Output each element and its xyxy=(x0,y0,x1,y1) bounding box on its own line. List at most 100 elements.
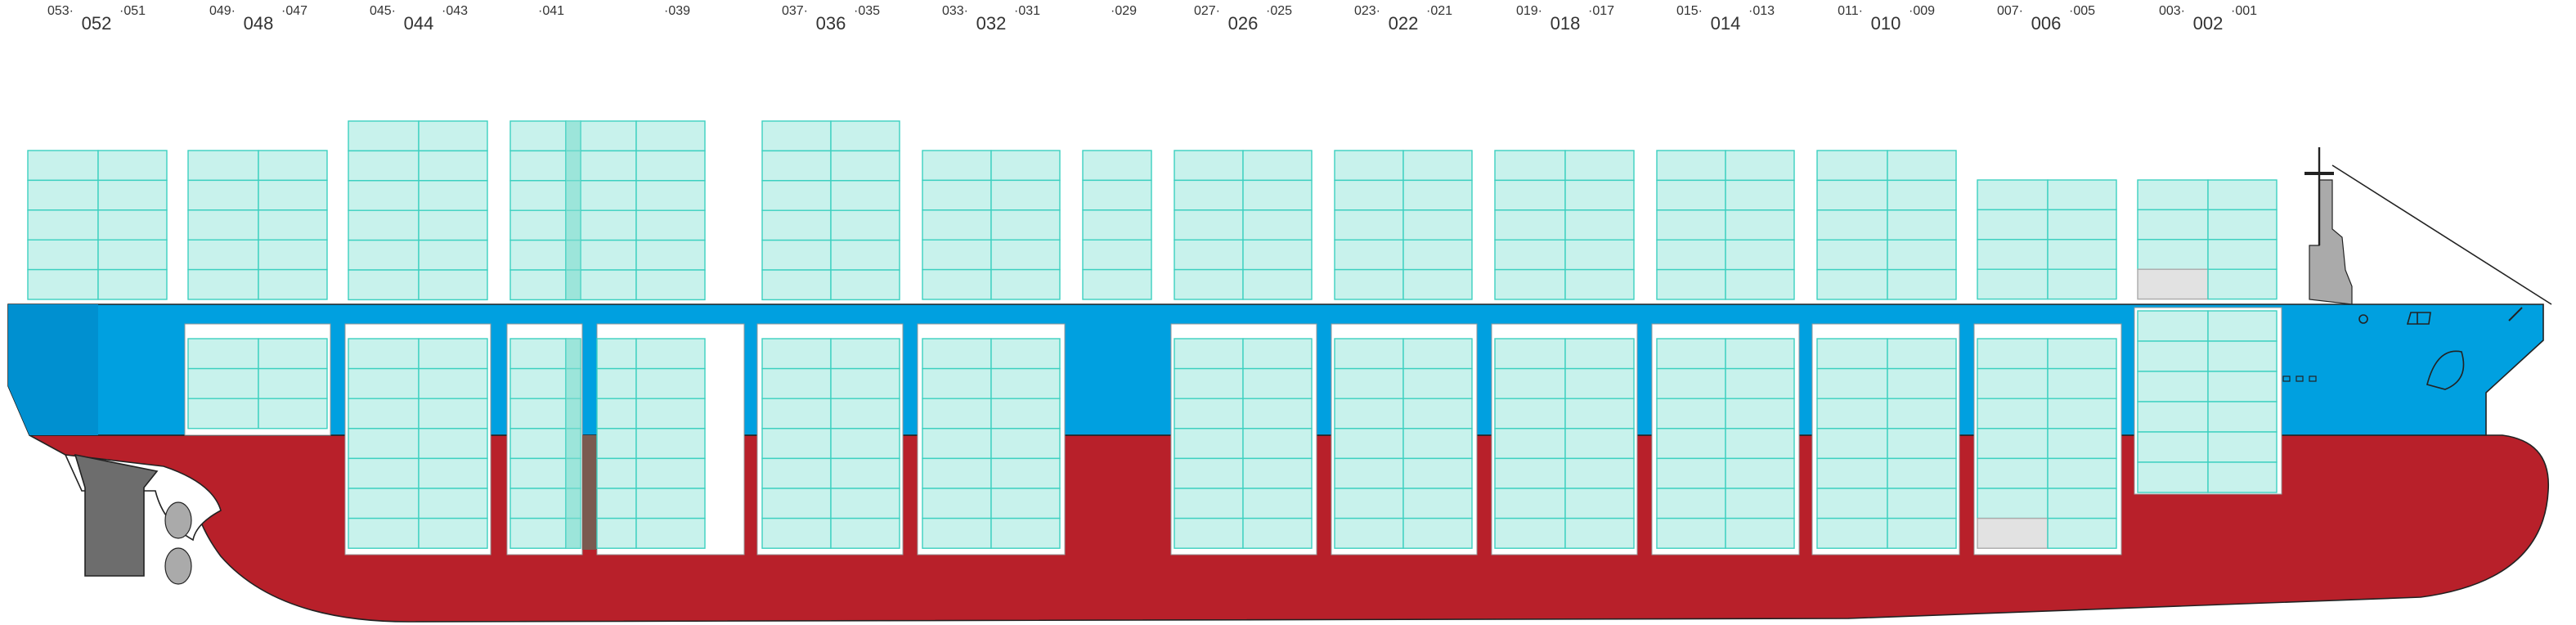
container xyxy=(258,179,328,211)
container xyxy=(761,517,832,549)
container xyxy=(1887,239,1957,271)
container xyxy=(990,239,1061,271)
bay-label: 036 xyxy=(816,13,846,34)
container xyxy=(1242,367,1313,399)
container xyxy=(1564,517,1635,549)
container xyxy=(1564,398,1635,429)
bay-label: 006 xyxy=(2031,13,2062,34)
container xyxy=(635,517,706,549)
container xyxy=(1242,338,1313,370)
container xyxy=(187,367,259,399)
container xyxy=(1082,179,1152,211)
container xyxy=(1402,367,1473,399)
container xyxy=(509,367,567,399)
container xyxy=(1656,517,1726,549)
bay-label-left: 045· xyxy=(370,4,396,18)
bay-label: 010 xyxy=(1871,13,1901,34)
bay-label-right: ·035 xyxy=(854,4,880,18)
container xyxy=(1977,398,2049,429)
container xyxy=(1174,268,1244,300)
container xyxy=(1174,239,1244,271)
container xyxy=(2207,401,2278,433)
container xyxy=(1725,517,1795,549)
container xyxy=(1816,367,1888,399)
container xyxy=(761,338,832,370)
superstructure xyxy=(2309,179,2353,305)
bay-labels: 053· 052 ·051 049· 048 ·047 045· 044 ·043 ·041 ·03… xyxy=(47,4,2257,34)
container xyxy=(635,180,706,211)
container xyxy=(348,209,420,241)
container xyxy=(1242,488,1313,519)
container xyxy=(635,120,706,152)
container xyxy=(635,209,706,241)
container xyxy=(2207,461,2278,493)
bay-label-right: ·043 xyxy=(442,4,468,18)
container xyxy=(635,150,706,182)
container xyxy=(1174,179,1244,211)
container xyxy=(1334,428,1404,460)
container xyxy=(596,457,637,489)
container xyxy=(1656,367,1726,399)
container xyxy=(922,428,992,460)
container xyxy=(1656,150,1726,182)
container xyxy=(830,338,900,370)
container xyxy=(2207,431,2278,463)
container xyxy=(1977,338,2049,370)
container xyxy=(187,209,259,241)
container xyxy=(27,179,99,211)
container xyxy=(1334,398,1404,429)
bay-label: 032 xyxy=(976,13,1007,34)
container xyxy=(1564,209,1635,241)
container xyxy=(1887,150,1957,182)
bow-thruster xyxy=(2426,350,2465,390)
container xyxy=(2047,338,2117,370)
bay-label-left: 053· xyxy=(47,4,74,18)
bay-label-right: ·041 xyxy=(538,4,564,18)
container xyxy=(258,398,328,429)
container xyxy=(1174,338,1244,370)
container xyxy=(830,488,900,519)
bay-label: 048 xyxy=(244,13,274,34)
container xyxy=(830,239,900,271)
bay-label-left: 027· xyxy=(1194,4,1220,18)
container xyxy=(1816,209,1888,241)
container xyxy=(761,457,832,489)
container xyxy=(830,457,900,489)
container xyxy=(1242,517,1313,549)
bow-fitting xyxy=(2508,307,2523,321)
container xyxy=(580,180,637,211)
container xyxy=(922,488,992,519)
container xyxy=(1977,488,2049,519)
container xyxy=(348,150,420,182)
container xyxy=(2207,268,2278,300)
container xyxy=(1242,150,1313,182)
bay-label-right: ·001 xyxy=(2231,4,2257,18)
bay-label-left: 015· xyxy=(1676,4,1703,18)
container xyxy=(2047,179,2117,211)
container xyxy=(1887,428,1957,460)
container xyxy=(2137,371,2209,402)
container xyxy=(1564,268,1635,300)
container xyxy=(258,338,328,370)
container xyxy=(1564,457,1635,489)
container xyxy=(2207,209,2278,241)
container xyxy=(580,150,637,182)
container xyxy=(509,488,567,519)
bay-label: 014 xyxy=(1711,13,1741,34)
highlight-strip xyxy=(566,339,581,548)
container xyxy=(2207,179,2278,211)
container xyxy=(1334,268,1404,300)
container xyxy=(580,239,637,271)
container xyxy=(97,239,168,271)
container xyxy=(1402,517,1473,549)
container xyxy=(830,120,900,152)
container xyxy=(596,398,637,429)
container xyxy=(1334,179,1404,211)
container xyxy=(1816,517,1888,549)
container xyxy=(187,179,259,211)
container xyxy=(348,517,420,549)
container xyxy=(635,239,706,271)
container xyxy=(1494,150,1566,182)
container xyxy=(1242,398,1313,429)
